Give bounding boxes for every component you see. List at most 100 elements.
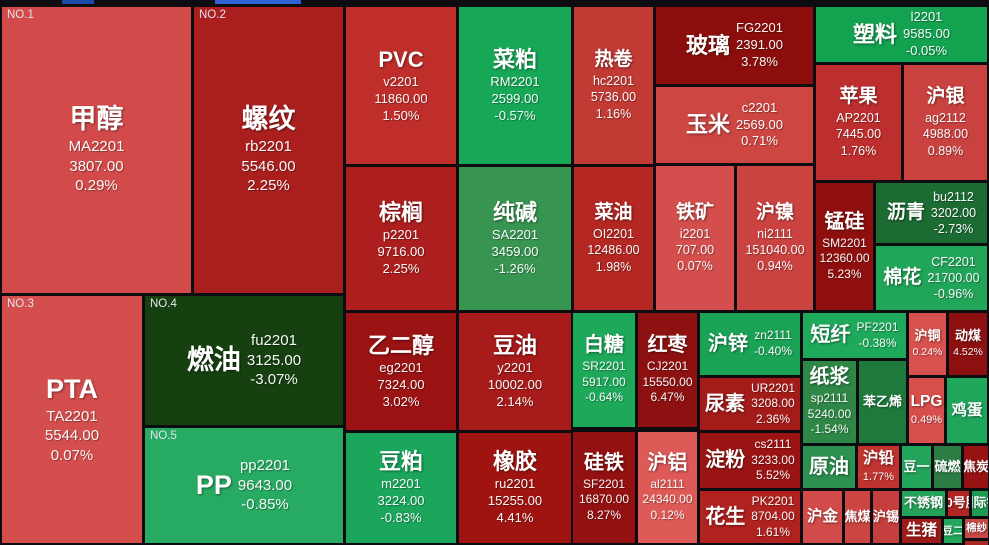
instrument-code: AP2201: [836, 111, 881, 126]
instrument-name: 螺纹: [241, 104, 296, 135]
tile-OI2201[interactable]: 菜油 OI2201 12486.00 1.98%: [574, 167, 653, 310]
tile-c2201[interactable]: 玉米 c2201 2569.00 0.71%: [656, 87, 813, 163]
instrument-code: m2201: [381, 476, 421, 492]
tile-UR2201[interactable]: 尿素 UR2201 3208.00 2.36%: [700, 378, 800, 430]
instrument-code: RM2201: [490, 73, 540, 89]
instrument-price: 7324.00: [377, 376, 425, 392]
instrument-code: TA2201: [46, 407, 98, 425]
tile-m2201[interactable]: 豆粕 m2201 3224.00 -0.83%: [346, 433, 456, 543]
tile-SR2201[interactable]: 白糖 SR2201 5917.00 -0.64%: [573, 313, 635, 427]
instrument-name: 乙二醇: [367, 332, 434, 358]
rank-badge: NO.4: [150, 298, 177, 310]
instrument-name: 甲醇: [69, 104, 124, 135]
tile-苯乙烯[interactable]: 苯乙烯: [859, 361, 906, 443]
instrument-name: 沪锌: [707, 332, 748, 355]
instrument-code: fu2201: [251, 332, 297, 350]
instrument-name: 豆油: [492, 332, 537, 358]
instrument-name: 橡胶: [492, 449, 537, 475]
tile-沪金[interactable]: 沪金: [803, 491, 842, 543]
instrument-price: 5546.00: [241, 157, 296, 175]
tile-生猪[interactable]: 生猪: [902, 519, 941, 543]
tile-AP2201[interactable]: 苹果 AP2201 7445.00 1.76%: [816, 65, 901, 180]
instrument-code: p2201: [382, 226, 420, 242]
tile-沪铅[interactable]: 沪铅 1.77%: [858, 446, 899, 488]
tile-CF2201[interactable]: 棉花 CF2201 21700.00 -0.96%: [876, 246, 987, 310]
instrument-pct: 8.27%: [586, 507, 622, 522]
tile-zn2111[interactable]: 沪锌 zn2111 -0.40%: [700, 313, 800, 375]
instrument-code: i2201: [679, 226, 711, 241]
blue-strip-left: [62, 0, 94, 4]
tile-PK2201[interactable]: 花生 PK2201 8704.00 1.61%: [700, 491, 800, 543]
tile-CJ2201[interactable]: 红枣 CJ2201 15550.00 6.47%: [638, 313, 697, 427]
tile-PF2201[interactable]: 短纤 PF2201 -0.38%: [803, 313, 906, 358]
tile-沪铜[interactable]: 沪铜 0.24%: [909, 313, 946, 375]
tile-焦炭[interactable]: 焦炭: [964, 446, 988, 488]
tile-SM2201[interactable]: 锰硅 SM2201 12360.00 5.23%: [816, 183, 873, 310]
instrument-pct: -1.54%: [810, 422, 849, 437]
instrument-pct: 0.94%: [757, 259, 793, 274]
instrument-name: 生猪: [905, 522, 937, 540]
tile-20号胶[interactable]: 20号胶: [948, 491, 969, 516]
instrument-price: 5736.00: [590, 90, 637, 105]
tile-棉纱[interactable]: 棉纱: [965, 519, 988, 538]
tile-p2201[interactable]: 棕榈 p2201 9716.00 2.25%: [346, 167, 456, 310]
tile-硫燃[interactable]: 硫燃: [934, 446, 961, 488]
tile-y2201[interactable]: 豆油 y2201 10002.00 2.14%: [459, 313, 571, 430]
rank-badge: NO.2: [199, 9, 226, 21]
instrument-price: 12486.00: [587, 243, 640, 258]
instrument-price: 9716.00: [377, 243, 425, 259]
instrument-name: 沥青: [886, 202, 925, 224]
tile-SF2201[interactable]: 硅铁 SF2201 16870.00 8.27%: [573, 432, 635, 543]
instrument-price: 3224.00: [377, 493, 425, 509]
tile-i2201[interactable]: 铁矿 i2201 707.00 0.07%: [656, 166, 734, 310]
tile-rb2201[interactable]: NO.2 螺纹 rb2201 5546.00 2.25%: [194, 7, 343, 293]
tile-partial[interactable]: [965, 541, 988, 545]
tile-原油[interactable]: 原油: [803, 446, 855, 488]
instrument-code: PK2201: [751, 493, 795, 508]
tile-国际铜[interactable]: 国际铜: [972, 491, 988, 516]
instrument-price: 9643.00: [237, 476, 293, 494]
instrument-name: 鸡蛋: [951, 401, 983, 419]
instrument-pct: 2.36%: [755, 411, 791, 426]
tile-eg2201[interactable]: 乙二醇 eg2201 7324.00 3.02%: [346, 313, 456, 430]
tile-al2111[interactable]: 沪铝 al2111 24340.00 0.12%: [638, 432, 697, 543]
tile-pp2201[interactable]: NO.5 PP pp2201 9643.00 -0.85%: [145, 428, 343, 543]
tile-RM2201[interactable]: 菜粕 RM2201 2599.00 -0.57%: [459, 7, 571, 164]
tile-sp2111[interactable]: 纸浆 sp2111 5240.00 -1.54%: [803, 361, 856, 443]
instrument-price: 7445.00: [835, 127, 882, 142]
tile-hc2201[interactable]: 热卷 hc2201 5736.00 1.16%: [574, 7, 653, 164]
tile-SA2201[interactable]: 纯碱 SA2201 3459.00 -1.26%: [459, 167, 571, 310]
tile-不锈钢[interactable]: 不锈钢: [902, 491, 945, 516]
tile-鸡蛋[interactable]: 鸡蛋: [947, 378, 987, 443]
instrument-name: 豆一: [903, 458, 930, 474]
tile-v2201[interactable]: PVC v2201 11860.00 1.50%: [346, 7, 456, 164]
tile-FG2201[interactable]: 玻璃 FG2201 2391.00 3.78%: [656, 7, 813, 84]
instrument-price: 24340.00: [642, 492, 693, 507]
instrument-pct: 5.23%: [827, 266, 862, 281]
instrument-name: 热卷: [594, 49, 633, 71]
tile-TA2201[interactable]: NO.3 PTA TA2201 5544.00 0.07%: [2, 296, 142, 543]
instrument-pct: 0.71%: [741, 133, 778, 149]
instrument-name: 棕榈: [378, 199, 423, 225]
instrument-pct: 1.76%: [840, 143, 877, 158]
tile-焦煤[interactable]: 焦煤: [845, 491, 870, 543]
instrument-code: hc2201: [592, 74, 634, 89]
instrument-price: 707.00: [675, 242, 715, 257]
tile-豆一[interactable]: 豆一: [902, 446, 931, 488]
tile-豆二[interactable]: 豆二: [944, 519, 962, 543]
tile-bu2112[interactable]: 沥青 bu2112 3202.00 -2.73%: [876, 183, 987, 243]
tile-l2201[interactable]: 塑料 l2201 9585.00 -0.05%: [816, 7, 987, 62]
tile-LPG[interactable]: LPG 0.49%: [909, 378, 944, 443]
tile-MA2201[interactable]: NO.1 甲醇 MA2201 3807.00 0.29%: [2, 7, 191, 293]
instrument-code: v2201: [383, 73, 419, 89]
instrument-price: 11860.00: [374, 90, 428, 106]
tile-cs2111[interactable]: 淀粉 cs2111 3233.00 5.52%: [700, 433, 800, 488]
tile-动煤[interactable]: 动煤 4.52%: [949, 313, 987, 375]
tile-ru2201[interactable]: 橡胶 ru2201 15255.00 4.41%: [459, 433, 571, 543]
tile-ni2111[interactable]: 沪镍 ni2111 151040.00 0.94%: [737, 166, 813, 310]
instrument-pct: 4.41%: [496, 510, 534, 526]
instrument-pct: 6.47%: [650, 390, 685, 405]
tile-沪锡[interactable]: 沪锡: [873, 491, 899, 543]
tile-fu2201[interactable]: NO.4 燃油 fu2201 3125.00 -3.07%: [145, 296, 343, 425]
tile-ag2112[interactable]: 沪银 ag2112 4988.00 0.89%: [904, 65, 987, 180]
